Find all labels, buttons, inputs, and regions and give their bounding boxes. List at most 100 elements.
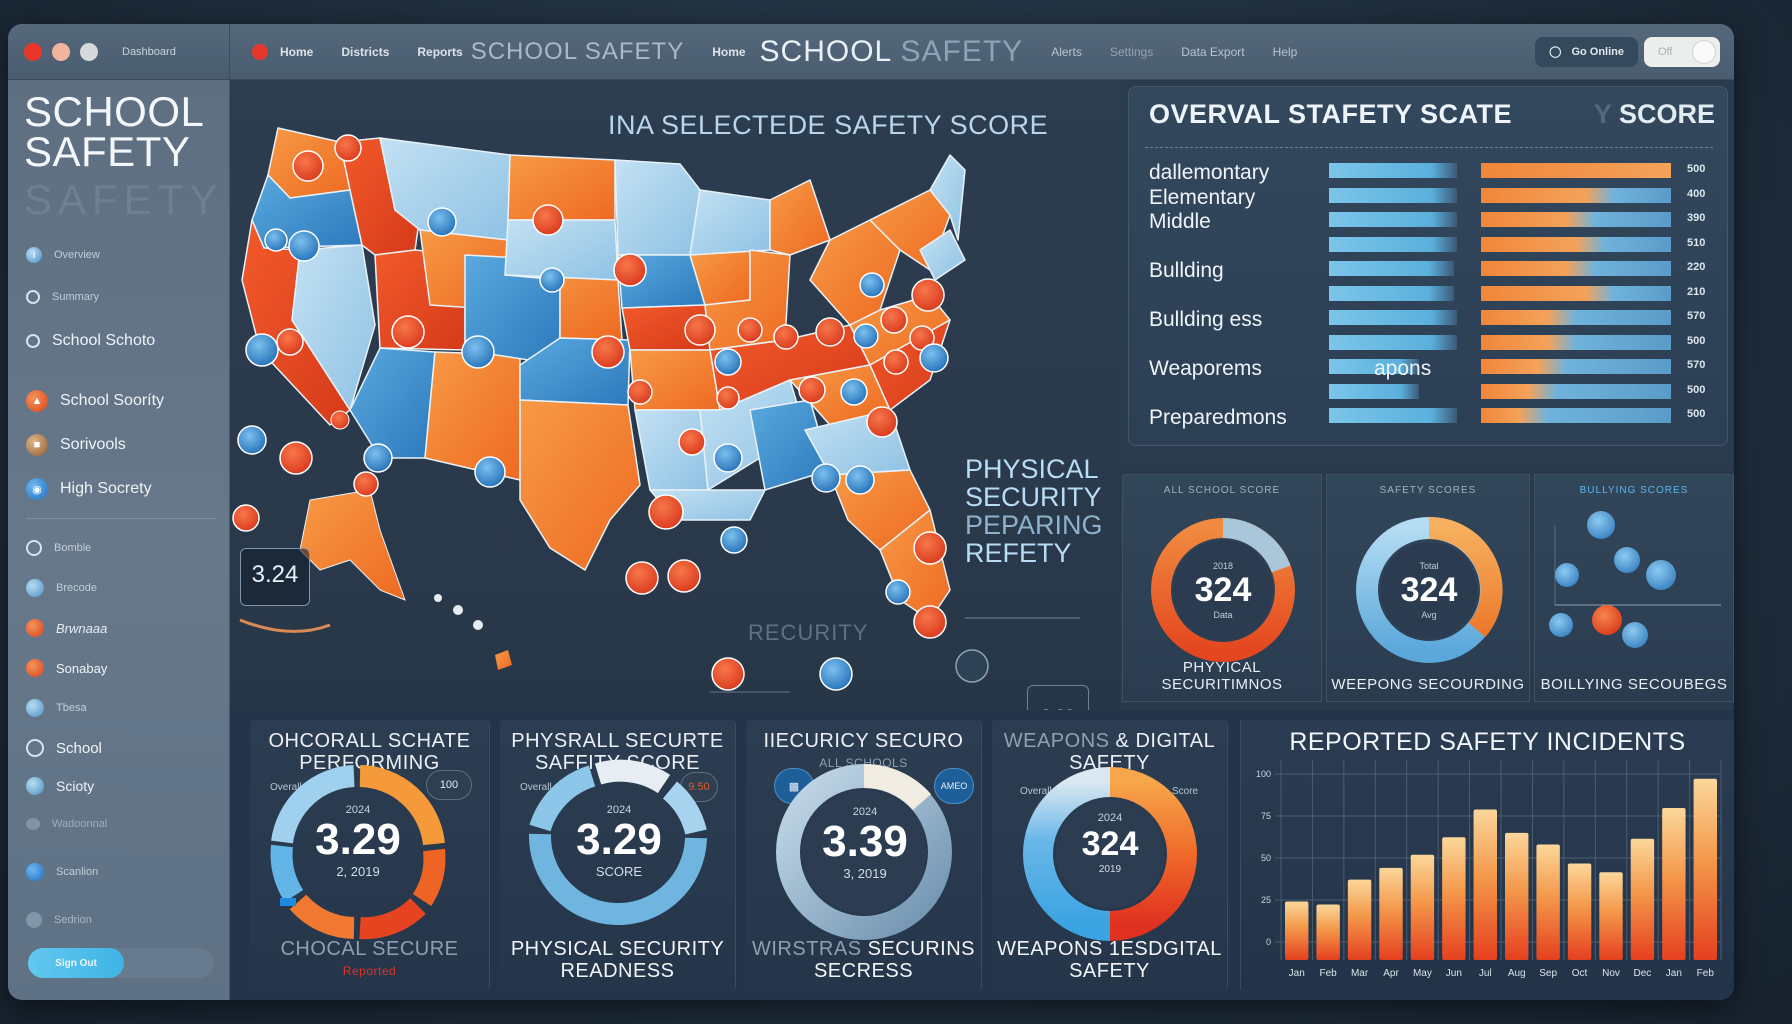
blue-bar [1329,163,1457,178]
sidebar-item-scanlion[interactable]: Scanlion [26,857,216,887]
map-watermark: RECURITY [748,620,869,645]
gauge-footer-line: PHYSICAL SECURITY [510,938,725,960]
orange-bar-value: 400 [1687,187,1706,200]
gauge-ring [270,765,446,940]
x-tick-label: Nov [1602,968,1620,979]
gauge-footer-line: Reported [342,964,397,978]
sidebar-item-school-schoto[interactable]: School Schoto [26,326,216,356]
close-window-button[interactable] [24,42,42,61]
incident-bar[interactable] [1347,879,1372,960]
maximize-window-button[interactable] [80,42,98,61]
sidebar-item-bomble[interactable]: Bomble [26,533,216,563]
mini-panel-header: SAFETY SCORES [1379,485,1477,496]
map-pins[interactable] [232,134,989,691]
gauge-physical-security: PHYSRALL SECURTE SAFFITY SCORE Overall 9… [500,720,736,990]
bar-row-label: Middle [1149,210,1211,233]
bar-row: 119510 [1129,233,1729,253]
sidebar-item-label: Overview [54,249,100,261]
gauge-title: WEAPONS & DIGITAL SAFETY [992,730,1227,774]
info-icon [26,540,42,556]
incident-bar[interactable] [1567,863,1592,960]
sidebar-item-scioty[interactable]: Scioty [26,771,216,801]
map-panel: INA SELECTEDE SAFETY SCORE [230,80,1120,745]
blue-bar [1329,187,1457,203]
nav-item-settings[interactable]: Settings [1109,44,1154,59]
toggle-knob [1692,39,1716,64]
incident-bar[interactable] [1285,901,1309,960]
sidebar-item-sedrion[interactable]: Sedrion [26,905,216,935]
gauge-footer: WIRSTRAS SECURINS SECRESS [746,938,981,982]
nav-item-reports[interactable]: Reports [417,44,463,59]
incident-bar[interactable] [1379,867,1403,960]
titlebar-left-label: Dashboard [122,45,176,58]
weapons-security-donut [1356,516,1503,663]
app-title-main: SCHOOL [759,34,892,68]
sidebar-item-wadoonnal[interactable]: Wadoonnal [26,809,216,839]
bar-row: Weaporems20570 [1129,355,1729,380]
incident-bar[interactable] [1536,844,1560,960]
sidebar-item-brwnaaa[interactable]: Brwnaaa [26,613,216,643]
go-online-button[interactable]: ◯ Go Online [1535,36,1638,67]
go-online-label: Go Online [1571,45,1624,58]
nav-item-home[interactable]: Home [280,44,314,59]
incident-bar[interactable] [1662,808,1686,960]
sidebar-item-schools[interactable]: ■ Sorivools [26,430,216,460]
incident-bar[interactable] [1505,832,1529,960]
top-nav: Home Districts Reports SCHOOL SAFETY Hom… [230,24,1734,79]
nav-item-data-export[interactable]: Data Export [1181,44,1245,59]
incident-bar[interactable] [1410,854,1435,960]
incident-bar[interactable] [1473,809,1497,960]
minimize-window-button[interactable] [52,42,70,61]
gauge-sub-label: 3, 2019 [843,866,887,881]
us-map[interactable] [230,80,1120,710]
blue-bar [1329,236,1457,252]
incident-bar[interactable] [1693,778,1717,960]
sidebar-item-summary[interactable]: Summary [26,282,216,312]
incident-bar[interactable] [1630,838,1655,960]
gauge-value-block: 2024 324 2019 [1060,812,1160,875]
gauge-badge[interactable]: 100 [426,770,472,800]
gauge-badge[interactable]: AMEO [934,768,974,804]
hawaii-island [453,605,463,615]
nav-item-districts[interactable]: Districts [341,44,390,59]
sidebar-item-school[interactable]: School [26,733,216,763]
bar-row: Elementary118400 [1129,184,1729,209]
sidebar-item-tbesa[interactable]: Tbesa [26,693,216,723]
blue-bar [1329,261,1454,276]
incident-bar[interactable] [1442,837,1466,960]
caption-line: PHYSICAL [965,454,1099,484]
window-controls: Dashboard [8,24,230,79]
mini-panel-footer: PHYYICAL SECURITIMNOS [1161,659,1283,693]
donut-top-label: 2018 [1212,561,1234,571]
incident-bar[interactable] [1599,872,1623,960]
sidebar-item-overview[interactable]: i Overview [26,240,216,270]
sidebar-item-school-security[interactable]: ▲ School Sooríty [26,386,216,416]
sidebar-item-sonabay[interactable]: Sonabay [26,653,216,683]
sign-out-button[interactable]: Sign Out [28,948,124,978]
bar-row: 120210 [1129,282,1729,302]
nav-item-help[interactable]: Help [1272,44,1298,59]
orange-bar-value: 500 [1687,383,1706,396]
sidebar-item-high-society[interactable]: ◉ High Socrety [26,474,216,504]
blue-bar [1329,310,1457,325]
gauge-value: 324 [1081,825,1139,863]
record-icon [252,43,268,60]
x-tick-label: May [1413,968,1432,979]
school-icon [26,739,44,757]
nav-item-alerts[interactable]: Alerts [1051,44,1082,59]
sidebar-bottom-track: Sign Out [28,948,214,978]
aleutian-islands [239,618,331,633]
incidents-bar-chart[interactable]: 0 25 50 75 100 Jan Feb Mar Apr May Jun Jul Aug Sep Oct… [1241,720,1734,990]
brand-line-2: SAFETY [24,128,191,175]
sidebar-item-label: Brecode [56,582,97,594]
sidebar-item-brecode[interactable]: Brecode [26,573,216,603]
blue-bar [1329,359,1419,374]
brand-line-1: SCHOOL [24,88,205,135]
incident-bar[interactable] [1316,904,1340,960]
selected-state-score-box: 3.24 [240,548,310,606]
overall-safety-score-panel: OVERVAL STAFETY SCATE Y SCORE dallemonta… [1120,80,1734,466]
online-toggle[interactable]: Off [1644,36,1720,67]
gauge-value: 3.29 [576,815,662,864]
orange-bar [1481,334,1671,350]
blue-bar [1329,383,1419,399]
